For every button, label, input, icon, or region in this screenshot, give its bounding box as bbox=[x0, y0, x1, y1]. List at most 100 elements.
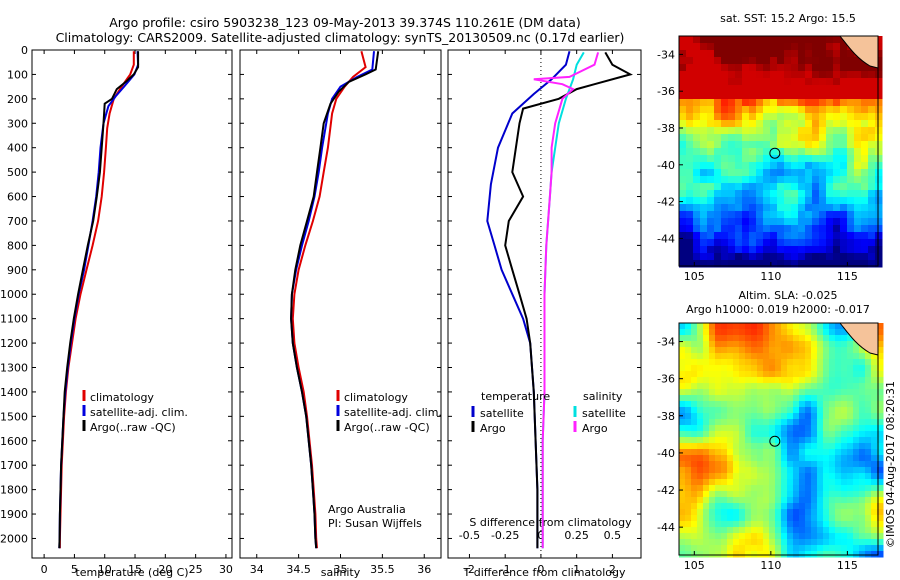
map-cell bbox=[739, 353, 746, 360]
map-cell bbox=[859, 497, 866, 504]
map-cell bbox=[829, 455, 836, 462]
map-cell bbox=[745, 491, 752, 498]
map-cell bbox=[784, 141, 792, 149]
map-cell bbox=[799, 347, 806, 354]
map-cell bbox=[861, 260, 869, 268]
map-cell bbox=[859, 485, 866, 492]
map-cell bbox=[757, 347, 764, 354]
map-cell bbox=[859, 347, 866, 354]
map-cell bbox=[812, 92, 820, 100]
map-cell bbox=[728, 225, 736, 233]
map-cell bbox=[727, 515, 734, 522]
map-cell bbox=[691, 461, 698, 468]
map-cell bbox=[835, 551, 842, 558]
map-cell bbox=[812, 155, 820, 163]
map-cell bbox=[841, 353, 848, 360]
map-cell bbox=[770, 99, 778, 107]
temperature-panel: 0 5 10 15 20 25 300100200300400500600700800900… bbox=[0, 44, 233, 579]
map-cell bbox=[686, 120, 694, 128]
map-cell bbox=[793, 395, 800, 402]
map-cell bbox=[805, 413, 812, 420]
map-cell bbox=[733, 407, 740, 414]
map-cell bbox=[854, 71, 862, 79]
map-cell bbox=[721, 225, 729, 233]
map-cell bbox=[847, 85, 855, 93]
map-cell bbox=[817, 515, 824, 522]
y-tick-label: -36 bbox=[657, 85, 675, 98]
map-cell bbox=[817, 407, 824, 414]
map-cell bbox=[871, 515, 878, 522]
map-cell bbox=[853, 353, 860, 360]
map-cell bbox=[715, 545, 722, 552]
map-cell bbox=[861, 155, 869, 163]
map-cell bbox=[770, 64, 778, 72]
map-cell bbox=[823, 503, 830, 510]
map-cell bbox=[817, 425, 824, 432]
map-cell bbox=[823, 323, 830, 330]
map-cell bbox=[691, 383, 698, 390]
map-cell bbox=[685, 437, 692, 444]
map-cell bbox=[871, 545, 878, 552]
map-cell bbox=[841, 515, 848, 522]
map-cell bbox=[777, 36, 785, 44]
map-cell bbox=[793, 503, 800, 510]
map-cell bbox=[757, 449, 764, 456]
map-cell bbox=[793, 539, 800, 546]
map-cell bbox=[742, 92, 750, 100]
map-cell bbox=[686, 211, 694, 219]
map-cell bbox=[715, 341, 722, 348]
y-tick-label: 1300 bbox=[0, 362, 28, 375]
map-cell bbox=[693, 211, 701, 219]
map-cell bbox=[757, 551, 764, 558]
annotation: PI: Susan Wijffels bbox=[328, 517, 422, 530]
map-cell bbox=[833, 225, 841, 233]
map-cell bbox=[868, 120, 876, 128]
map-cell bbox=[679, 190, 687, 198]
map-cell bbox=[727, 335, 734, 342]
map-cell bbox=[769, 347, 776, 354]
legend-title: salinity bbox=[583, 390, 623, 403]
map-cell bbox=[727, 473, 734, 480]
map-cell bbox=[812, 113, 820, 121]
map-cell bbox=[784, 155, 792, 163]
x-tick-label: 10 bbox=[98, 563, 112, 576]
map-cell bbox=[859, 533, 866, 540]
map-cell bbox=[715, 335, 722, 342]
map-cell bbox=[685, 533, 692, 540]
map-cell bbox=[861, 127, 869, 135]
map-cell bbox=[707, 183, 715, 191]
map-cell bbox=[847, 425, 854, 432]
map-cell bbox=[721, 335, 728, 342]
map-cell bbox=[700, 106, 708, 114]
map-cell bbox=[686, 148, 694, 156]
map-cell bbox=[784, 134, 792, 142]
map-cell bbox=[709, 485, 716, 492]
map-cell bbox=[805, 211, 813, 219]
map-cell bbox=[685, 413, 692, 420]
map-cell bbox=[798, 71, 806, 79]
map-cell bbox=[787, 533, 794, 540]
map-cell bbox=[728, 176, 736, 184]
map-cell bbox=[781, 467, 788, 474]
map-cell bbox=[777, 127, 785, 135]
map-cell bbox=[777, 246, 785, 254]
map-cell bbox=[714, 113, 722, 121]
map-cell bbox=[749, 148, 757, 156]
map-cell bbox=[735, 57, 743, 65]
map-cell bbox=[833, 246, 841, 254]
map-cell bbox=[793, 485, 800, 492]
x-tick-label: 5 bbox=[71, 563, 78, 576]
map-cell bbox=[840, 218, 848, 226]
map-cell bbox=[847, 443, 854, 450]
map-cell bbox=[763, 521, 770, 528]
map-cell bbox=[877, 395, 884, 402]
map-cell bbox=[833, 85, 841, 93]
map-cell bbox=[847, 141, 855, 149]
map-cell bbox=[875, 162, 883, 170]
map-cell bbox=[859, 395, 866, 402]
map-cell bbox=[742, 64, 750, 72]
map-cell bbox=[826, 148, 834, 156]
map-cell bbox=[853, 413, 860, 420]
map-cell bbox=[686, 71, 694, 79]
map-cell bbox=[859, 509, 866, 516]
